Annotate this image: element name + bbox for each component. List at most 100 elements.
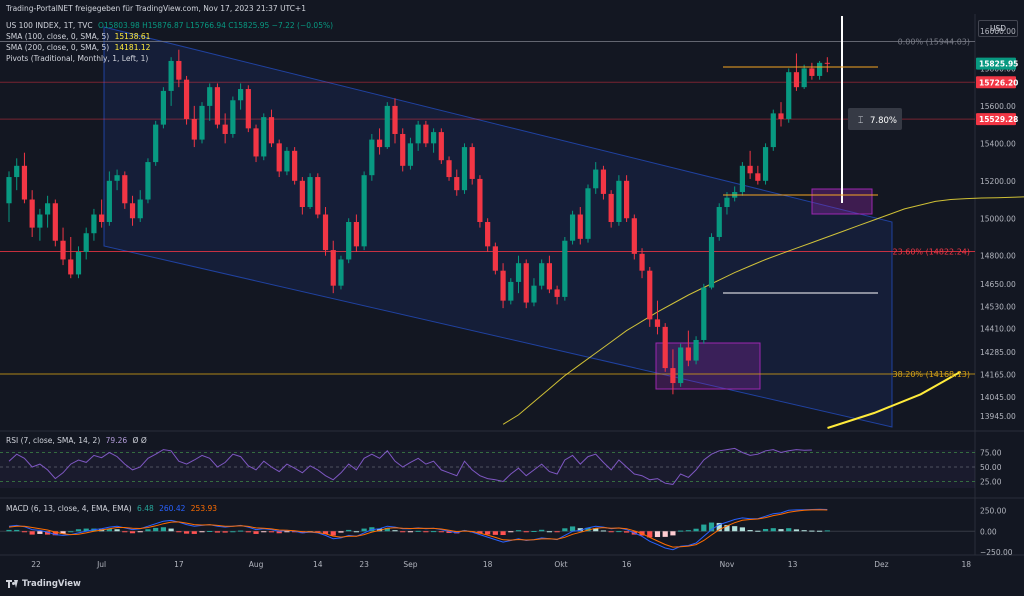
candle[interactable] <box>693 336 698 364</box>
price-range-label[interactable]: ⌶ 7.80% <box>848 108 902 130</box>
macd-panel[interactable]: 250.000.00−250.00 <box>0 506 1013 557</box>
candle[interactable] <box>632 215 637 260</box>
macd-histogram-bar <box>6 530 11 531</box>
candle[interactable] <box>570 211 575 245</box>
candle[interactable] <box>184 76 189 125</box>
candle[interactable] <box>37 209 42 241</box>
sma200-legend[interactable]: SMA (200, close, 0, SMA, 5) 14181.12 <box>6 43 153 52</box>
candle[interactable] <box>215 83 220 128</box>
candle[interactable] <box>647 267 652 327</box>
candle[interactable] <box>663 323 668 372</box>
candle[interactable] <box>748 151 753 179</box>
time-axis[interactable]: 22 Jul 17 Aug 14 23 Sep 18 Okt 16 Nov 13 Dez 18 <box>31 560 971 569</box>
candle[interactable] <box>786 68 791 122</box>
price-tick-label: 14650.00 <box>980 280 1016 289</box>
macd-histogram-bar <box>755 531 760 532</box>
macd-legend[interactable]: MACD (6, 13, close, 4, EMA, EMA) 6.48 26… <box>6 504 220 513</box>
candle[interactable] <box>199 102 204 143</box>
candle[interactable] <box>616 175 621 226</box>
candle[interactable] <box>678 344 683 387</box>
candle-body <box>639 254 644 271</box>
candle[interactable] <box>508 278 513 304</box>
macd-signal-value: 253.93 <box>191 504 217 513</box>
candle[interactable] <box>385 102 390 149</box>
tradingview-logo[interactable]: TradingView <box>6 579 81 589</box>
candle[interactable] <box>338 256 343 290</box>
candle-body <box>763 147 768 181</box>
candle[interactable] <box>470 143 475 184</box>
sma100-legend[interactable]: SMA (100, close, 0, SMA, 5) 15138.61 <box>6 32 153 41</box>
candle-body <box>292 151 297 181</box>
candle[interactable] <box>60 228 65 265</box>
candle[interactable] <box>362 171 367 250</box>
candle[interactable] <box>539 259 544 289</box>
candle[interactable] <box>709 233 714 289</box>
candle-body <box>153 125 158 162</box>
candle[interactable] <box>14 158 19 190</box>
candle[interactable] <box>562 237 567 301</box>
candle[interactable] <box>825 57 830 72</box>
symbol-legend[interactable]: US 100 INDEX, 1T, TVC O15803.98 H15876.8… <box>6 21 336 30</box>
candle[interactable] <box>53 200 58 247</box>
candle-body <box>740 166 745 192</box>
candle[interactable] <box>439 128 444 164</box>
candle[interactable] <box>307 173 312 209</box>
candle[interactable] <box>253 125 258 162</box>
candle[interactable] <box>778 102 783 126</box>
candle[interactable] <box>717 203 722 240</box>
candle[interactable] <box>493 243 498 275</box>
candle[interactable] <box>462 143 467 194</box>
candle[interactable] <box>817 61 822 80</box>
descending-channel[interactable] <box>104 27 892 427</box>
candle[interactable] <box>292 147 297 184</box>
candle-body <box>246 89 251 128</box>
candle[interactable] <box>771 110 776 151</box>
candle[interactable] <box>423 121 428 147</box>
candle[interactable] <box>740 162 745 196</box>
pivots-legend[interactable]: Pivots (Traditional, Monthly, 1, Left, 1… <box>6 54 151 63</box>
candle[interactable] <box>230 97 235 138</box>
candle[interactable] <box>763 143 768 184</box>
candle[interactable] <box>6 171 11 222</box>
candle[interactable] <box>524 259 529 308</box>
candle[interactable] <box>153 121 158 166</box>
candle[interactable] <box>701 284 706 344</box>
candle[interactable] <box>277 140 282 177</box>
candle-body <box>22 166 27 200</box>
rsi-legend[interactable]: RSI (7, close, SMA, 14, 2) 79.26 Ø Ø <box>6 436 150 445</box>
candle[interactable] <box>161 87 166 128</box>
candle[interactable] <box>91 209 96 241</box>
candle[interactable] <box>802 65 807 89</box>
candle-body <box>485 222 490 246</box>
candle-body <box>37 215 42 228</box>
candle[interactable] <box>30 190 35 237</box>
candle[interactable] <box>99 200 104 228</box>
candle[interactable] <box>145 158 150 203</box>
candle[interactable] <box>68 237 73 278</box>
candle[interactable] <box>624 175 629 222</box>
macd-histogram-bar <box>169 529 174 532</box>
candle-body <box>585 188 590 239</box>
macd-histogram-bar <box>802 530 807 531</box>
candle[interactable] <box>84 228 89 260</box>
candle[interactable] <box>477 175 482 227</box>
candle[interactable] <box>346 218 351 263</box>
candle[interactable] <box>122 171 127 208</box>
candle[interactable] <box>794 53 799 90</box>
candle[interactable] <box>22 153 27 204</box>
candle[interactable] <box>585 185 590 243</box>
candle[interactable] <box>261 113 266 160</box>
candle[interactable] <box>284 147 289 175</box>
candle[interactable] <box>609 190 614 227</box>
macd-histogram-bar <box>362 529 367 532</box>
currency-button[interactable]: USD <box>978 20 1018 37</box>
candle[interactable] <box>246 85 251 132</box>
candle[interactable] <box>315 173 320 218</box>
macd-histogram-bar <box>693 529 698 532</box>
candle[interactable] <box>755 166 760 185</box>
candle[interactable] <box>45 196 50 228</box>
candle[interactable] <box>369 134 374 181</box>
candle[interactable] <box>809 63 814 80</box>
macd-histogram-bar <box>493 531 498 535</box>
candle[interactable] <box>400 128 405 171</box>
